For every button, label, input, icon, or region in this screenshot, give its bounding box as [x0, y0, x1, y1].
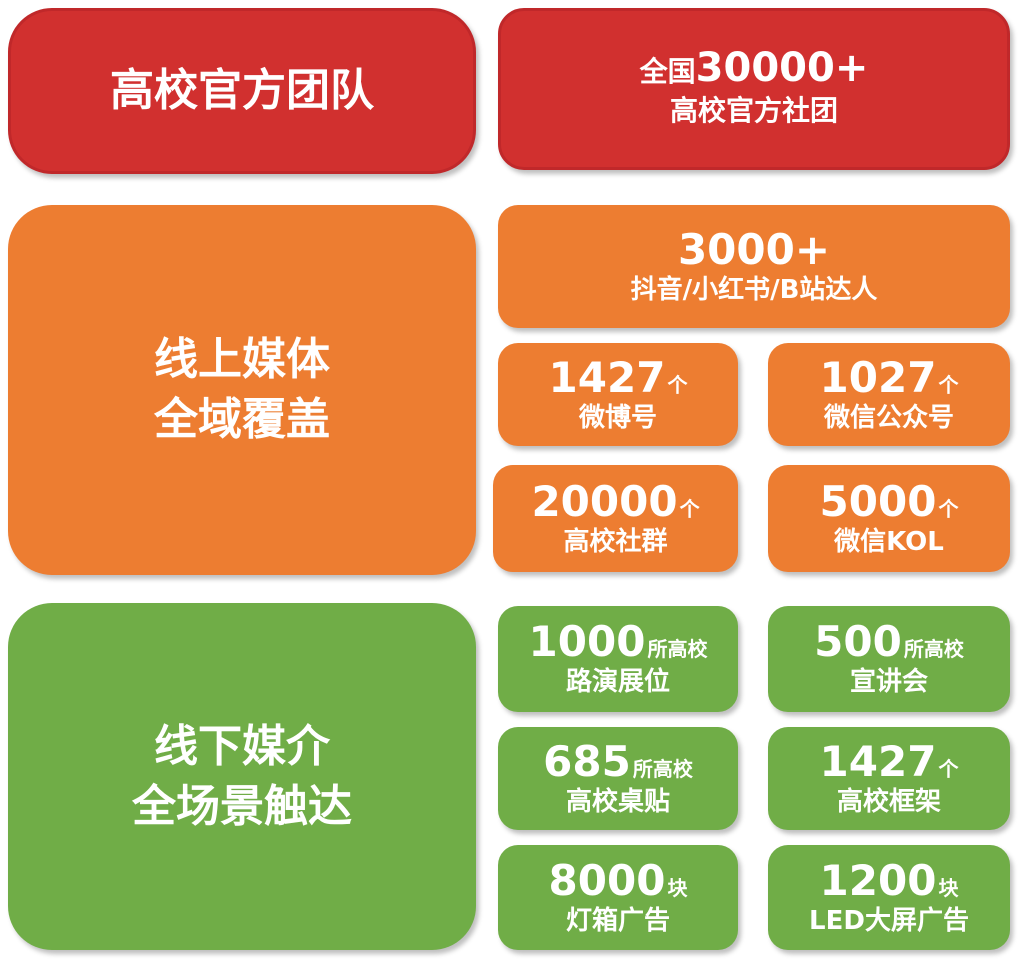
online-tile: 20000 个 高校社群 [493, 465, 738, 572]
tile-number: 1027 [819, 352, 937, 402]
online-headline-box: 3000+ 抖音/小红书/B站达人 [498, 205, 1010, 328]
online-tile: 1027 个 微信公众号 [768, 343, 1010, 446]
offline-title-line2: 全场景触达 [132, 780, 352, 832]
tile-number: 1427 [819, 736, 937, 786]
tile-number: 1000 [528, 617, 646, 666]
offline-tile: 685 所高校 高校桌贴 [498, 727, 738, 830]
tile-label: 宣讲会 [849, 667, 928, 697]
tile-label: 微信公众号 [823, 402, 954, 433]
offline-tile: 1427 个 高校框架 [768, 727, 1010, 830]
tile-label: 高校桌贴 [565, 786, 670, 817]
online-tile: 5000 个 微信KOL [768, 465, 1010, 572]
tile-label: 灯箱广告 [565, 905, 670, 936]
offline-tile: 500 所高校 宣讲会 [768, 606, 1010, 712]
online-tile: 1427 个 微博号 [498, 343, 738, 446]
headline-number: 3000+ [677, 224, 831, 274]
online-title-box: 线上媒体 全域覆盖 [8, 205, 476, 575]
tile-unit: 所高校 [647, 637, 708, 661]
tile-unit: 个 [938, 372, 959, 397]
tile-number: 685 [543, 736, 631, 786]
team-title: 高校官方团队 [110, 65, 374, 116]
tile-label: LED大屏广告 [809, 905, 969, 936]
tile-unit: 所高校 [632, 756, 693, 781]
tile-unit: 块 [667, 875, 688, 900]
tile-number: 8000 [548, 855, 666, 905]
tile-unit: 块 [938, 875, 959, 900]
tile-unit: 个 [679, 496, 700, 521]
offline-tile: 1200 块 LED大屏广告 [768, 845, 1010, 950]
tile-number: 500 [814, 617, 902, 666]
tile-number: 20000 [531, 476, 678, 526]
tile-label: 微博号 [578, 402, 657, 433]
tile-label: 路演展位 [565, 667, 670, 697]
team-subtitle: 高校官方社团 [669, 94, 838, 127]
offline-tile: 8000 块 灯箱广告 [498, 845, 738, 950]
tile-label: 高校框架 [836, 786, 941, 817]
team-stat-box: 全国30000+ 高校官方社团 [498, 8, 1010, 170]
headline-label: 抖音/小红书/B站达人 [630, 274, 878, 305]
tile-unit: 个 [938, 496, 959, 521]
tile-unit: 个 [667, 372, 688, 397]
tile-number: 1200 [819, 855, 937, 905]
offline-tile: 1000 所高校 路演展位 [498, 606, 738, 712]
team-title-box: 高校官方团队 [8, 8, 476, 174]
offline-title-line1: 线下媒介 [154, 720, 330, 772]
tile-unit: 所高校 [903, 637, 964, 661]
tile-unit: 个 [938, 756, 959, 781]
offline-title-box: 线下媒介 全场景触达 [8, 603, 476, 950]
team-number: 30000+ [695, 45, 869, 91]
tile-label: 微信KOL [834, 526, 944, 557]
team-prefix: 全国 [639, 55, 696, 88]
tile-number: 5000 [819, 476, 937, 526]
online-title-line1: 线上媒体 [154, 334, 330, 385]
tile-number: 1427 [548, 352, 666, 402]
tile-label: 高校社群 [563, 526, 668, 557]
online-title-line2: 全域覆盖 [154, 394, 330, 445]
